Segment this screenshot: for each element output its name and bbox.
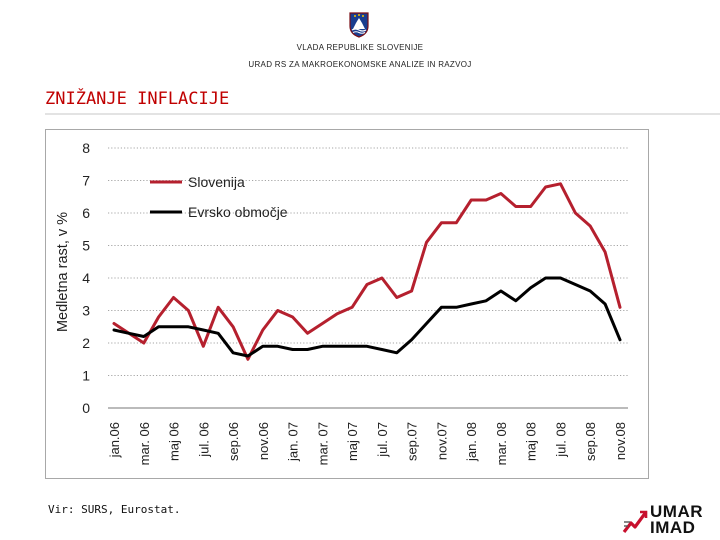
x-tick-label: mar. 07 [315, 422, 330, 465]
y-tick-label: 1 [82, 368, 90, 384]
y-tick-label: 7 [82, 173, 90, 189]
x-tick-label: maj 07 [345, 422, 360, 461]
slide-title: ZNIŽANJE INFLACIJE [45, 89, 230, 109]
source-note: Vir: SURS, Eurostat. [48, 503, 181, 516]
x-tick-label: jan. 08 [464, 422, 479, 462]
office-name: URAD RS ZA MAKROEKONOMSKE ANALIZE IN RAZ… [248, 60, 472, 69]
legend-label-2: Evrsko območje [188, 204, 288, 220]
chart-frame: 0 1 2 3 4 5 6 7 8 jan.06 mar. 06 maj 06 jul. 06 sep.… [45, 129, 649, 479]
x-tick-label: jan.06 [107, 422, 122, 458]
y-tick-label: 4 [82, 270, 90, 286]
y-axis-label: Medletna rast, v % [55, 212, 71, 332]
logo-line-2: IMAD [650, 518, 696, 537]
y-tick-label: 8 [82, 140, 90, 156]
x-tick-label: mar. 06 [137, 422, 152, 465]
x-tick-label: nov.06 [256, 422, 271, 460]
x-tick-label: mar. 08 [494, 422, 509, 465]
series-line-1 [112, 182, 622, 361]
x-tick-label: nov.07 [434, 422, 449, 460]
x-tick-label: maj 08 [524, 422, 539, 461]
x-tick-label: sep.06 [226, 422, 241, 461]
y-axis-ticks: 0 1 2 3 4 5 6 7 8 [82, 140, 90, 416]
logo-mark-icon [622, 510, 648, 533]
x-tick-label: jul. 06 [196, 422, 211, 458]
x-tick-label: jul. 08 [553, 422, 568, 458]
y-tick-label: 6 [82, 205, 90, 221]
legend-label-1: Slovenija [188, 174, 245, 190]
government-name: VLADA REPUBLIKE SLOVENIJE [296, 43, 424, 52]
logo-line-1: UMAR [650, 502, 703, 521]
x-tick-label: nov.08 [613, 422, 628, 460]
y-tick-label: 2 [82, 335, 90, 351]
x-tick-label: sep.07 [405, 422, 420, 461]
y-tick-label: 3 [82, 303, 90, 319]
umar-logo: UMAR IMAD [620, 500, 720, 540]
legend: Slovenija Evrsko območje [150, 174, 288, 220]
y-tick-label: 5 [82, 238, 90, 254]
series-line-2 [112, 276, 622, 358]
inflation-line-chart: 0 1 2 3 4 5 6 7 8 jan.06 mar. 06 maj 06 jul. 06 sep.… [55, 140, 628, 465]
grid-lines [108, 147, 628, 409]
x-tick-label: jan. 07 [286, 422, 301, 462]
coat-of-arms-icon [349, 12, 369, 38]
series-lines [112, 182, 622, 361]
title-divider [45, 113, 720, 115]
x-tick-label: maj 06 [167, 422, 182, 461]
x-axis-ticks: jan.06 mar. 06 maj 06 jul. 06 sep.06 nov.06 ja… [107, 422, 628, 465]
y-tick-label: 0 [82, 400, 90, 416]
x-tick-label: sep.08 [583, 422, 598, 461]
x-tick-label: jul. 07 [375, 422, 390, 458]
